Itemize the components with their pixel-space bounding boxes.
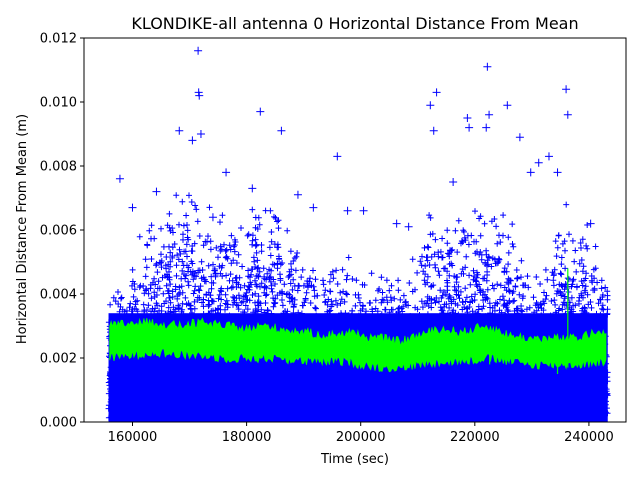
outlier-point	[515, 133, 524, 142]
outlier-point	[553, 168, 562, 177]
plot-area	[105, 46, 611, 422]
y-tick-label: 0.008	[40, 160, 77, 175]
x-tick-label: 220000	[450, 430, 500, 445]
mean-band-green	[109, 317, 607, 373]
outlier-point	[194, 88, 203, 97]
outlier-point	[563, 110, 572, 119]
outlier-point	[256, 107, 265, 116]
outlier-point	[175, 126, 184, 135]
outlier-point	[465, 123, 474, 132]
outlier-point	[309, 203, 318, 212]
x-axis-label: Time (sec)	[320, 452, 389, 467]
outlier-point	[483, 62, 492, 71]
outlier-point	[188, 136, 197, 145]
outlier-point	[208, 213, 217, 222]
outlier-point	[426, 101, 435, 110]
outlier-point	[115, 174, 124, 183]
outlier-point	[392, 219, 401, 228]
outlier-point	[128, 203, 137, 212]
outlier-point	[485, 110, 494, 119]
outlier-point	[463, 114, 472, 122]
y-tick-label: 0.002	[40, 352, 77, 367]
chart-title: KLONDIKE-all antenna 0 Horizontal Distan…	[131, 14, 578, 33]
outlier-point	[152, 187, 161, 196]
outlier-point	[562, 85, 571, 94]
axes: 160000 180000 200000 220000 240000 0.000 0.002…	[40, 32, 627, 445]
outlier-point	[196, 130, 205, 138]
outlier-point	[526, 168, 535, 177]
outlier-point	[293, 190, 302, 199]
outlier-point	[248, 184, 257, 193]
outlier-point	[333, 152, 342, 161]
y-tick-label: 0.000	[40, 416, 77, 431]
outlier-point	[343, 206, 352, 215]
y-tick-label: 0.006	[40, 224, 77, 239]
outlier-point	[359, 206, 368, 215]
outlier-point	[195, 91, 204, 100]
y-axis-label: Horizontal Distance From Mean (m)	[15, 114, 30, 344]
outlier-point	[586, 219, 595, 228]
outlier-point	[404, 222, 413, 231]
outlier-point	[222, 168, 231, 177]
x-tick-label: 160000	[108, 430, 158, 445]
outlier-point	[432, 88, 441, 97]
outlier-point	[503, 101, 512, 110]
y-tick-label: 0.010	[40, 96, 77, 111]
outlier-point	[194, 46, 203, 55]
x-tick-label: 240000	[564, 430, 614, 445]
outlier-point	[429, 126, 438, 135]
x-tick-label: 200000	[336, 430, 386, 445]
outlier-point	[534, 158, 543, 167]
x-tick-label: 180000	[222, 430, 272, 445]
y-tick-label: 0.004	[40, 288, 77, 303]
outlier-point	[544, 152, 553, 161]
outlier-point	[482, 123, 491, 132]
outlier-point	[449, 178, 458, 186]
outlier-point	[277, 126, 286, 135]
y-tick-label: 0.012	[40, 32, 77, 47]
